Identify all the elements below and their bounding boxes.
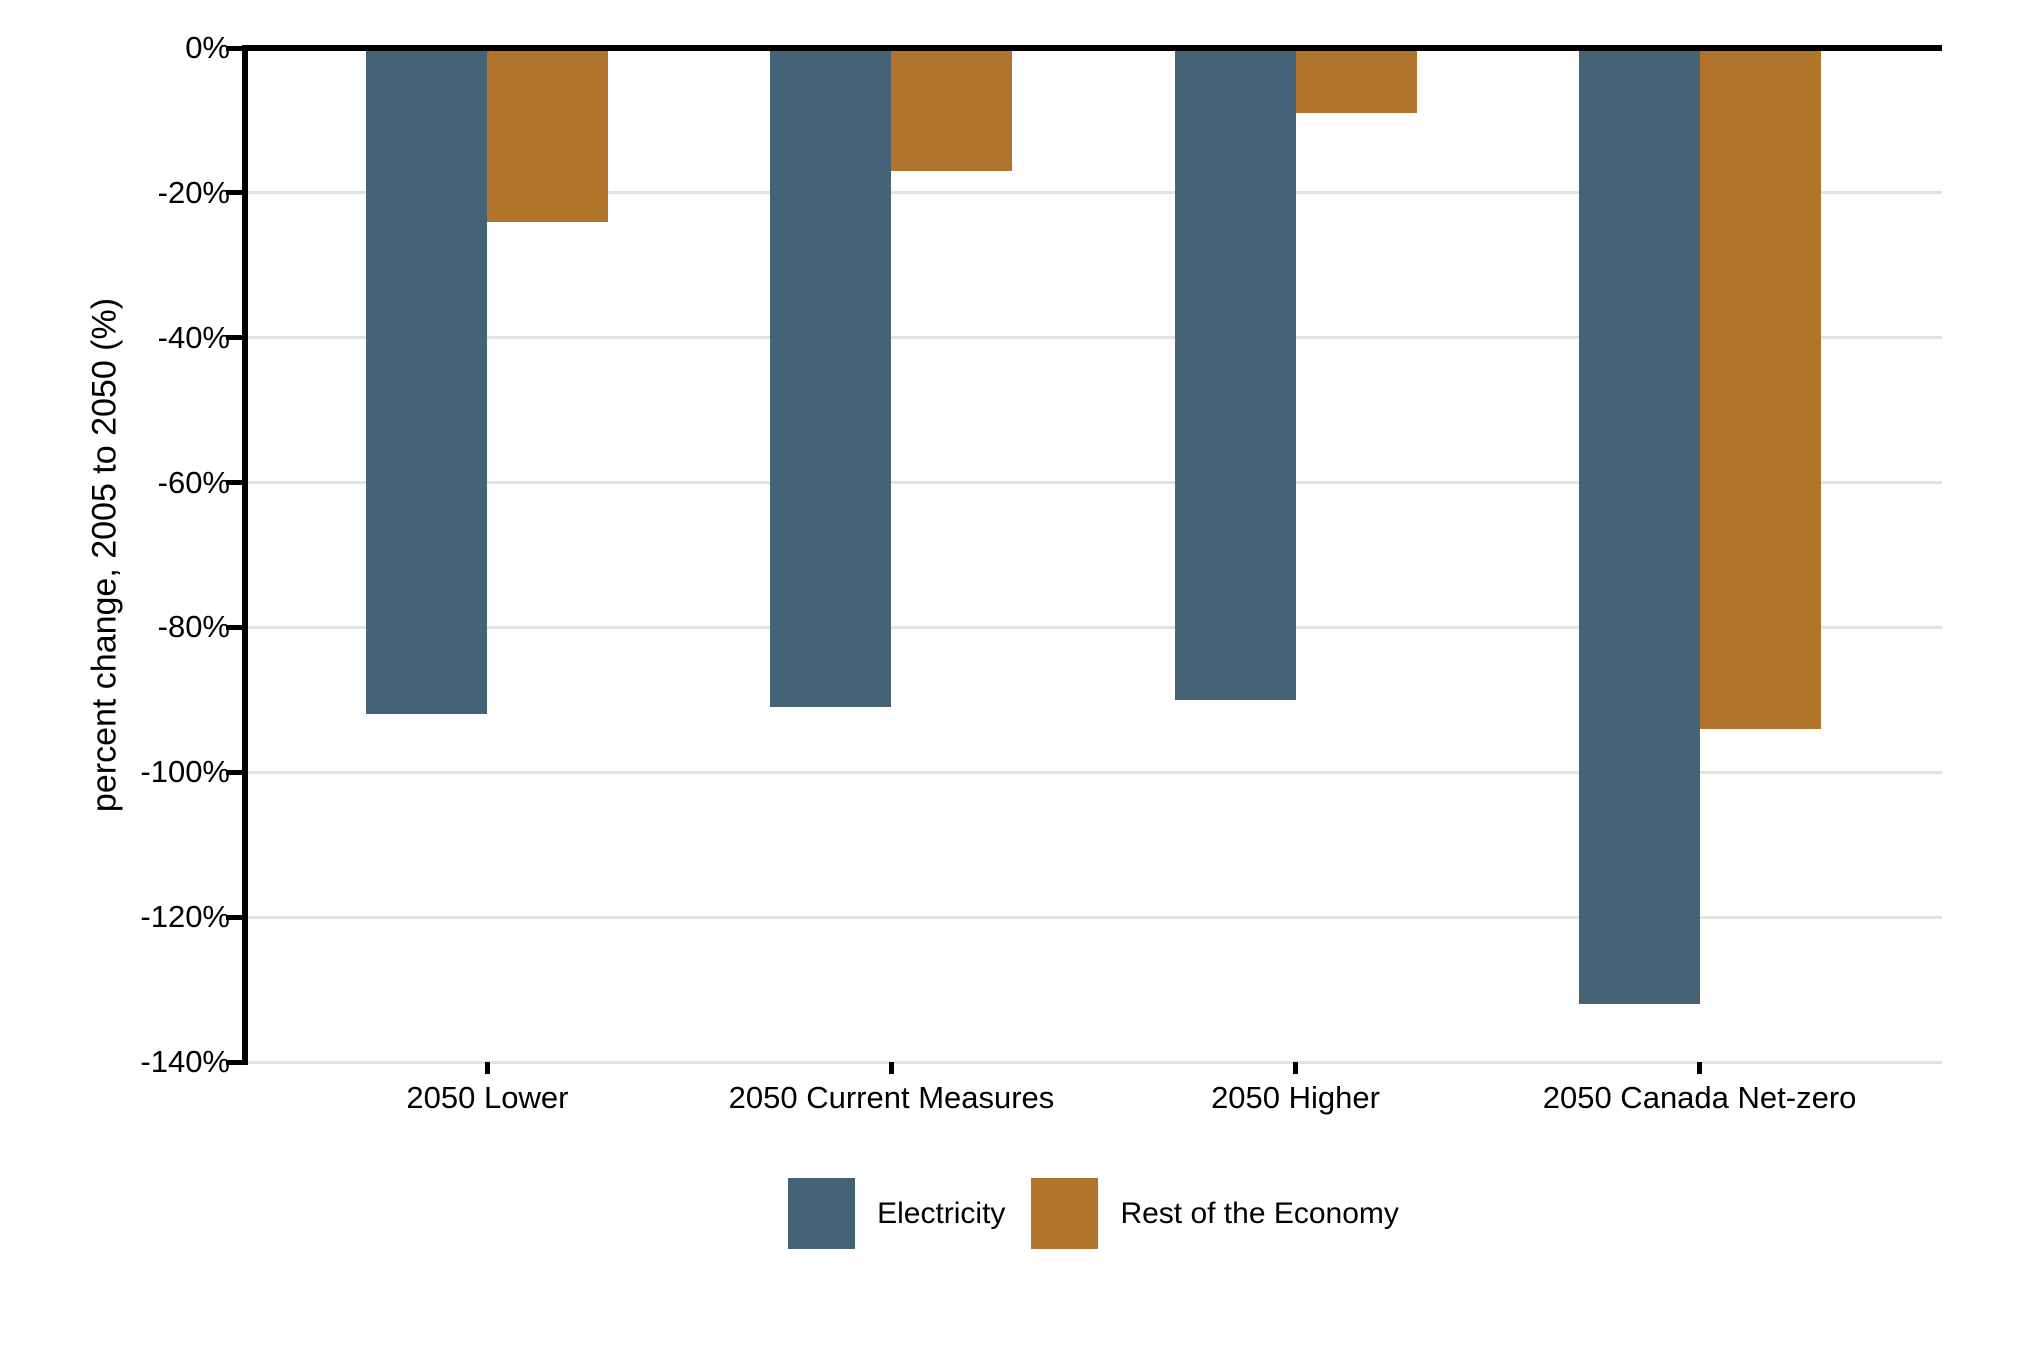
y-axis-line <box>242 45 248 1065</box>
y-tick-label--120%: -120% <box>140 899 230 935</box>
y-tick-label--60%: -60% <box>157 464 230 500</box>
x-tick-1 <box>484 1062 490 1074</box>
gridline--120 <box>245 915 1942 919</box>
y-tick-0% <box>226 45 242 51</box>
x-tick-label-2: 2050 Current Measures <box>728 1080 1055 1115</box>
legend-item-electricity: Electricity <box>788 1178 1005 1249</box>
bar-electricity <box>366 48 488 715</box>
x-tick-3 <box>1293 1062 1299 1074</box>
y-tick--80% <box>226 624 242 630</box>
y-tick-label--40%: -40% <box>157 319 230 355</box>
y-tick-label--20%: -20% <box>157 174 230 210</box>
y-axis-title: percent change, 2005 to 2050 (%) <box>85 297 124 813</box>
x-tick-4 <box>1697 1062 1703 1074</box>
bar-rest-of-the-economy <box>891 48 1013 172</box>
y-tick-label--80%: -80% <box>157 609 230 645</box>
legend: Electricity Rest of the Economy <box>245 1178 1942 1249</box>
x-tick-label-1: 2050 Lower <box>406 1080 569 1115</box>
legend-label-2: Rest of the Economy <box>1120 1196 1399 1230</box>
y-tick-label-0%: 0% <box>185 30 230 65</box>
y-tick--120% <box>226 914 242 920</box>
gridline--100 <box>245 770 1942 774</box>
y-tick-label--140%: -140% <box>140 1044 230 1079</box>
legend-swatch-1 <box>788 1178 856 1249</box>
gridline--40 <box>245 336 1942 340</box>
y-tick--40% <box>226 335 242 341</box>
y-tick--20% <box>226 190 242 196</box>
bar-electricity <box>1578 48 1700 1005</box>
gridline--140 <box>245 1060 1942 1064</box>
x-tick-label-3: 2050 Higher <box>1211 1080 1380 1115</box>
gridline--20 <box>245 191 1942 195</box>
bar-rest-of-the-economy <box>1295 48 1417 114</box>
y-tick--140% <box>226 1059 242 1065</box>
legend-label-1: Electricity <box>877 1196 1006 1230</box>
y-tick-label--100%: -100% <box>140 754 230 790</box>
gridline--80 <box>245 625 1942 629</box>
legend-swatch-2 <box>1031 1178 1099 1249</box>
y-tick--100% <box>226 769 242 775</box>
legend-item-rest-of-the-economy: Rest of the Economy <box>1031 1178 1399 1249</box>
bar-rest-of-the-economy <box>1699 48 1821 729</box>
zero-baseline <box>242 45 1942 51</box>
x-tick-2 <box>888 1062 894 1074</box>
y-tick--60% <box>226 480 242 486</box>
gridline--60 <box>245 481 1942 485</box>
bar-rest-of-the-economy <box>487 48 609 222</box>
x-tick-label-4: 2050 Canada Net-zero <box>1542 1080 1857 1115</box>
bar-electricity <box>770 48 892 708</box>
bar-electricity <box>1174 48 1296 700</box>
